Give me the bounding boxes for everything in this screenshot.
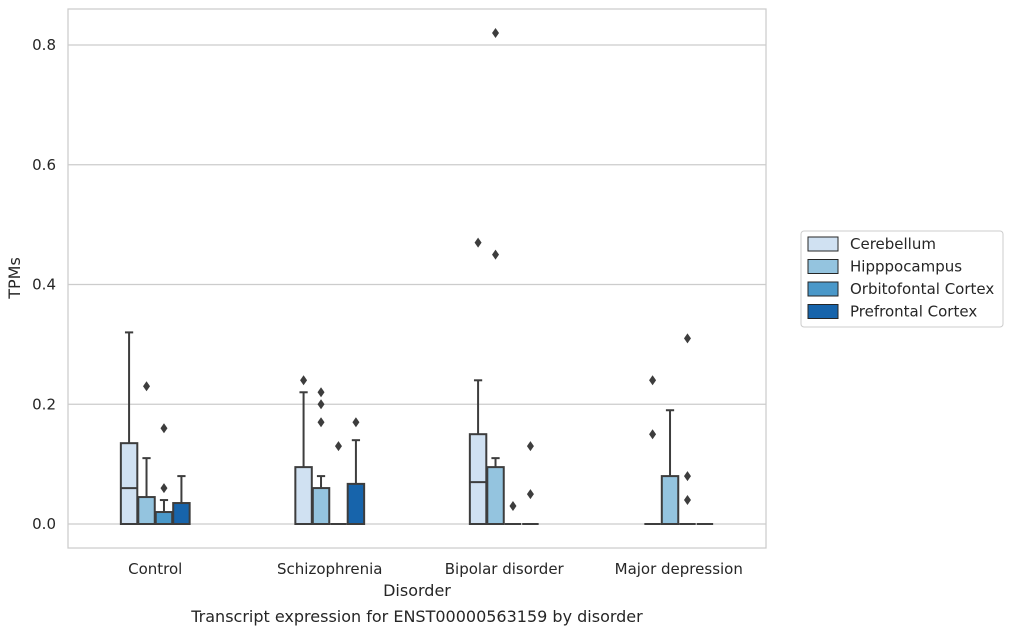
box-2-0: [154, 423, 174, 526]
outlier-marker: [649, 429, 657, 440]
box-0-1: [294, 375, 313, 525]
legend-label: Hipppocampus: [850, 258, 962, 276]
outlier-marker: [683, 333, 691, 344]
legend-swatch: [807, 304, 839, 319]
y-tick-label: 0.6: [32, 156, 56, 174]
box-body: [119, 442, 139, 526]
legend-swatch: [807, 236, 839, 252]
outlier-marker: [317, 387, 325, 398]
outlier-marker: [317, 399, 325, 410]
x-tick-label: Major depression: [615, 560, 743, 578]
y-axis-label: TPMs: [5, 257, 24, 300]
box-0-0: [119, 331, 139, 526]
box-2-1: [330, 441, 347, 525]
y-tick-label: 0.8: [32, 36, 56, 54]
legend-frame: [800, 230, 1004, 328]
legend-swatch: [807, 259, 839, 274]
box-1-2: [486, 28, 505, 525]
box-body: [154, 511, 174, 526]
outlier-marker: [352, 417, 360, 428]
y-tick-label: 0.2: [32, 395, 56, 413]
outlier-marker: [160, 483, 168, 494]
x-axis-label: Disorder: [383, 581, 451, 600]
outlier-marker: [509, 501, 517, 512]
box-body: [137, 496, 156, 525]
box-body: [311, 487, 331, 526]
chart-caption: Transcript expression for ENST0000056315…: [190, 607, 643, 626]
box-body: [294, 466, 313, 525]
x-tick-label: Schizophrenia: [277, 560, 382, 578]
box-2-3: [679, 333, 696, 525]
box-body: [172, 502, 191, 526]
outlier-marker: [300, 375, 308, 386]
box-1-3: [660, 409, 680, 526]
outlier-marker: [492, 28, 500, 39]
outlier-marker: [334, 441, 342, 452]
boxes-layer: [119, 28, 714, 526]
outlier-marker: [683, 495, 691, 506]
outlier-marker: [160, 423, 168, 434]
box-3-2: [522, 441, 539, 525]
legend-label: Orbitofontal Cortex: [850, 280, 994, 298]
y-tick-labels: 0.0 0.2 0.4 0.6 0.8: [32, 36, 56, 533]
legend: Cerebellum Hipppocampus Orbitofontal Corte…: [800, 230, 1004, 328]
legend-swatch: [807, 281, 839, 297]
legend-label: Cerebellum: [850, 235, 936, 253]
box-body: [468, 433, 488, 525]
outlier-marker: [143, 381, 151, 392]
box-body: [346, 482, 366, 526]
box-1-0: [137, 381, 156, 525]
legend-label: Prefrontal Cortex: [850, 303, 977, 321]
x-tick-labels: Control Schizophrenia Bipolar disorder Majo…: [128, 560, 743, 578]
y-tick-label: 0.0: [32, 515, 56, 533]
plot-frame: [67, 8, 767, 549]
x-tick-label: Bipolar disorder: [445, 560, 565, 578]
box-0-3: [644, 375, 661, 525]
outlier-marker: [526, 489, 534, 500]
x-tick-label: Control: [128, 560, 182, 578]
outlier-marker: [317, 417, 325, 428]
box-3-0: [172, 475, 191, 526]
outlier-marker: [526, 441, 534, 452]
outlier-marker: [649, 375, 657, 386]
box-0-2: [468, 237, 488, 525]
box-3-1: [346, 417, 366, 526]
box-body: [486, 466, 505, 525]
y-tick-label: 0.4: [32, 276, 56, 294]
outlier-marker: [474, 237, 482, 248]
box-2-2: [504, 501, 522, 525]
outlier-marker: [492, 249, 500, 260]
gridlines: [68, 44, 766, 525]
outlier-marker: [683, 471, 691, 482]
box-1-1: [311, 387, 331, 526]
box-body: [660, 475, 680, 526]
